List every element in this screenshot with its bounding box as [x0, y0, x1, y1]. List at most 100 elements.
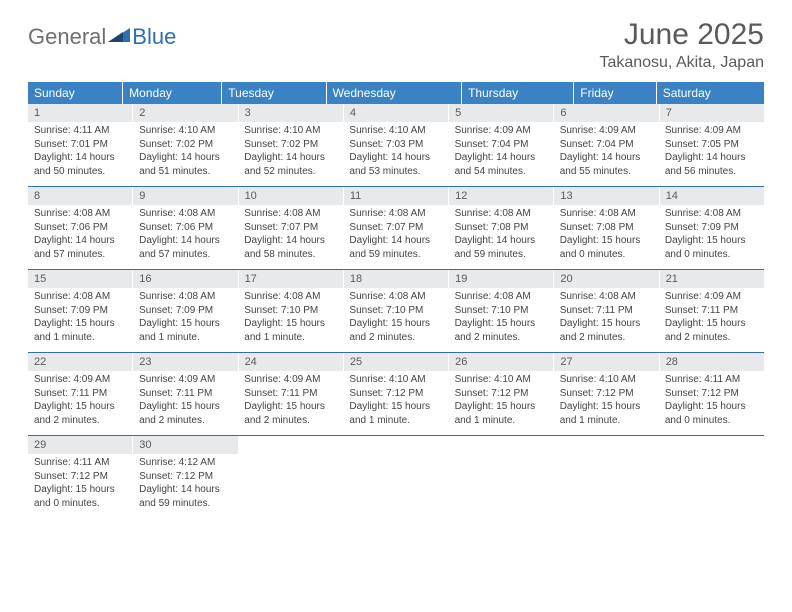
sunrise-line: Sunrise: 4:12 AM [139, 456, 232, 470]
day-number: 19 [449, 270, 554, 288]
sunrise-line: Sunrise: 4:08 AM [665, 207, 758, 221]
day-number: 1 [28, 104, 133, 122]
day-cell: Sunrise: 4:08 AMSunset: 7:07 PMDaylight:… [343, 205, 448, 269]
daylight-line: Daylight: 15 hours and 2 minutes. [34, 400, 127, 427]
day-number: 30 [133, 436, 238, 454]
triangle-icon [108, 26, 130, 47]
sunrise-line: Sunrise: 4:08 AM [349, 207, 442, 221]
daylight-line: Daylight: 14 hours and 59 minutes. [455, 234, 548, 261]
daylight-line: Daylight: 14 hours and 57 minutes. [139, 234, 232, 261]
daylight-line: Daylight: 15 hours and 0 minutes. [665, 234, 758, 261]
daylight-line: Daylight: 15 hours and 1 minute. [455, 400, 548, 427]
day-number: 13 [554, 187, 659, 205]
daylight-line: Daylight: 15 hours and 0 minutes. [34, 483, 127, 510]
sunset-line: Sunset: 7:04 PM [455, 138, 548, 152]
logo-text-general: General [28, 24, 106, 50]
day-number: 22 [28, 353, 133, 371]
daylight-line: Daylight: 14 hours and 59 minutes. [139, 483, 232, 510]
day-cell: Sunrise: 4:12 AMSunset: 7:12 PMDaylight:… [133, 454, 238, 518]
daylight-line: Daylight: 15 hours and 1 minute. [244, 317, 337, 344]
calendar-table: SundayMondayTuesdayWednesdayThursdayFrid… [28, 82, 764, 518]
day-number: 26 [449, 353, 554, 371]
day-cell: Sunrise: 4:10 AMSunset: 7:12 PMDaylight:… [343, 371, 448, 435]
day-number [660, 436, 764, 454]
daylight-line: Daylight: 15 hours and 2 minutes. [244, 400, 337, 427]
sunrise-line: Sunrise: 4:09 AM [665, 124, 758, 138]
day-cell: Sunrise: 4:08 AMSunset: 7:10 PMDaylight:… [343, 288, 448, 352]
sunset-line: Sunset: 7:11 PM [34, 387, 127, 401]
sunset-line: Sunset: 7:09 PM [34, 304, 127, 318]
sunrise-line: Sunrise: 4:10 AM [349, 373, 442, 387]
sunrise-line: Sunrise: 4:08 AM [139, 290, 232, 304]
daylight-line: Daylight: 15 hours and 1 minute. [139, 317, 232, 344]
sunrise-line: Sunrise: 4:09 AM [665, 290, 758, 304]
daylight-line: Daylight: 14 hours and 59 minutes. [349, 234, 442, 261]
sunrise-line: Sunrise: 4:08 AM [139, 207, 232, 221]
sunrise-line: Sunrise: 4:09 AM [244, 373, 337, 387]
sunset-line: Sunset: 7:12 PM [455, 387, 548, 401]
day-number [344, 436, 449, 454]
day-number: 23 [133, 353, 238, 371]
week-row: 15161718192021Sunrise: 4:08 AMSunset: 7:… [28, 270, 764, 353]
sunset-line: Sunset: 7:09 PM [665, 221, 758, 235]
day-number: 10 [239, 187, 344, 205]
sunset-line: Sunset: 7:12 PM [665, 387, 758, 401]
sunrise-line: Sunrise: 4:08 AM [455, 207, 548, 221]
day-cell [449, 454, 554, 518]
sunrise-line: Sunrise: 4:08 AM [244, 207, 337, 221]
day-of-week-row: SundayMondayTuesdayWednesdayThursdayFrid… [28, 82, 764, 104]
daylight-line: Daylight: 14 hours and 52 minutes. [244, 151, 337, 178]
sunset-line: Sunset: 7:01 PM [34, 138, 127, 152]
sunrise-line: Sunrise: 4:08 AM [455, 290, 548, 304]
day-number: 4 [344, 104, 449, 122]
sunset-line: Sunset: 7:10 PM [244, 304, 337, 318]
sunrise-line: Sunrise: 4:08 AM [349, 290, 442, 304]
day-number: 27 [554, 353, 659, 371]
day-number: 3 [239, 104, 344, 122]
daylight-line: Daylight: 15 hours and 0 minutes. [665, 400, 758, 427]
day-cell: Sunrise: 4:09 AMSunset: 7:11 PMDaylight:… [133, 371, 238, 435]
sunset-line: Sunset: 7:02 PM [244, 138, 337, 152]
sunset-line: Sunset: 7:06 PM [139, 221, 232, 235]
sunset-line: Sunset: 7:02 PM [139, 138, 232, 152]
day-number: 24 [239, 353, 344, 371]
sunrise-line: Sunrise: 4:09 AM [560, 124, 653, 138]
dow-saturday: Saturday [656, 82, 764, 104]
sunset-line: Sunset: 7:10 PM [455, 304, 548, 318]
dow-monday: Monday [123, 82, 222, 104]
logo: General Blue [28, 18, 176, 50]
day-number: 28 [660, 353, 764, 371]
day-number: 25 [344, 353, 449, 371]
sunrise-line: Sunrise: 4:10 AM [139, 124, 232, 138]
day-cell: Sunrise: 4:10 AMSunset: 7:03 PMDaylight:… [343, 122, 448, 186]
day-number: 5 [449, 104, 554, 122]
day-cell: Sunrise: 4:11 AMSunset: 7:12 PMDaylight:… [28, 454, 133, 518]
day-cell: Sunrise: 4:08 AMSunset: 7:10 PMDaylight:… [449, 288, 554, 352]
day-cell: Sunrise: 4:09 AMSunset: 7:11 PMDaylight:… [28, 371, 133, 435]
sunrise-line: Sunrise: 4:09 AM [139, 373, 232, 387]
day-number: 11 [344, 187, 449, 205]
calendar-page: General Blue June 2025 Takanosu, Akita, … [0, 0, 792, 536]
day-cell: Sunrise: 4:08 AMSunset: 7:08 PMDaylight:… [449, 205, 554, 269]
sunset-line: Sunset: 7:03 PM [349, 138, 442, 152]
sunrise-line: Sunrise: 4:08 AM [244, 290, 337, 304]
day-cell: Sunrise: 4:09 AMSunset: 7:04 PMDaylight:… [449, 122, 554, 186]
daylight-line: Daylight: 15 hours and 2 minutes. [349, 317, 442, 344]
day-cell: Sunrise: 4:08 AMSunset: 7:10 PMDaylight:… [238, 288, 343, 352]
day-cell: Sunrise: 4:09 AMSunset: 7:05 PMDaylight:… [659, 122, 764, 186]
day-cell: Sunrise: 4:10 AMSunset: 7:02 PMDaylight:… [238, 122, 343, 186]
sunset-line: Sunset: 7:09 PM [139, 304, 232, 318]
day-number: 21 [660, 270, 764, 288]
day-number: 14 [660, 187, 764, 205]
daylight-line: Daylight: 14 hours and 57 minutes. [34, 234, 127, 261]
sunset-line: Sunset: 7:12 PM [139, 470, 232, 484]
week-row: 1234567Sunrise: 4:11 AMSunset: 7:01 PMDa… [28, 104, 764, 187]
sunrise-line: Sunrise: 4:09 AM [34, 373, 127, 387]
day-cell: Sunrise: 4:08 AMSunset: 7:09 PMDaylight:… [133, 288, 238, 352]
day-cell: Sunrise: 4:08 AMSunset: 7:11 PMDaylight:… [554, 288, 659, 352]
daylight-line: Daylight: 15 hours and 2 minutes. [665, 317, 758, 344]
dow-friday: Friday [574, 82, 656, 104]
sunset-line: Sunset: 7:11 PM [244, 387, 337, 401]
sunrise-line: Sunrise: 4:08 AM [560, 290, 653, 304]
day-number: 7 [660, 104, 764, 122]
